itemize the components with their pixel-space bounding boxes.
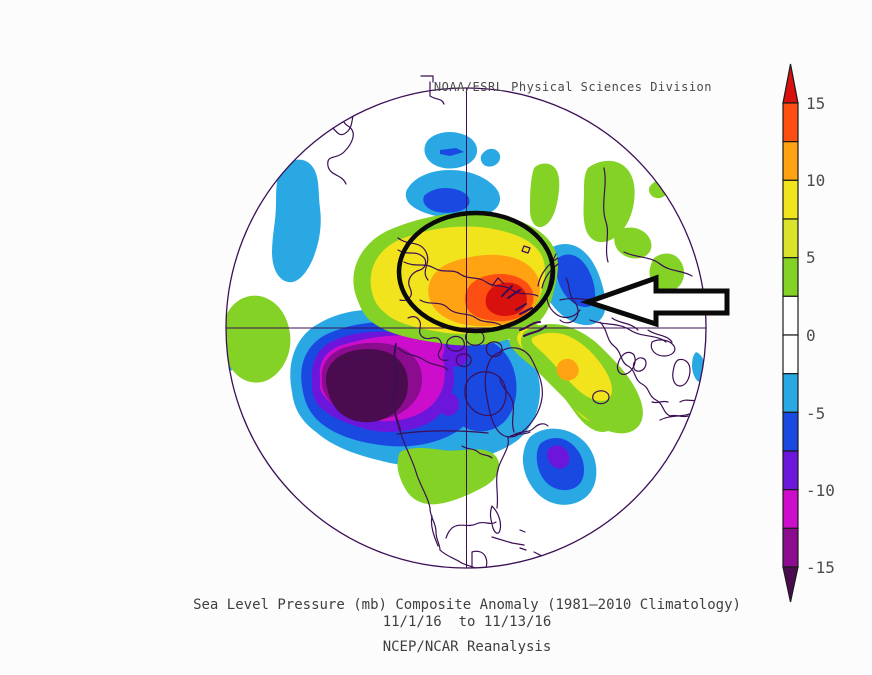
colorbar-segment — [782, 566, 799, 603]
caption-source: NCEP/NCAR Reanalysis — [382, 639, 552, 655]
colorbar-tick-label: -10 — [806, 481, 835, 500]
colorbar-segment — [782, 489, 799, 529]
colorbar-segment — [782, 334, 799, 375]
colorbar-segment — [782, 102, 799, 143]
map-circle — [225, 87, 707, 569]
colorbar-segment — [782, 141, 799, 181]
pacific-negative-anomaly — [290, 309, 540, 466]
coastlines — [325, 95, 701, 568]
colorbar-tick-label: 10 — [806, 171, 825, 190]
atlantic-negative-anomaly — [522, 428, 597, 505]
atlantic-positive-anomaly — [521, 324, 643, 434]
plot-title: NOAA/ESRL Physical Sciences Division — [433, 80, 712, 94]
caption-variable: Sea Level Pressure (mb) Composite Anomal… — [193, 597, 741, 613]
arctic-negative-patches — [405, 132, 501, 219]
ellipse-annotation — [396, 210, 556, 334]
colorbar-tick-label: 5 — [806, 248, 816, 267]
colorbar-segment — [782, 63, 799, 104]
colorbar-segment — [782, 218, 799, 259]
colorbar-segment — [782, 411, 799, 452]
colorbar: 15 10 5 0 -5 -10 -15 — [782, 63, 835, 603]
arrow-annotation — [580, 274, 730, 328]
caption-date-range: 11/1/16 to 11/13/16 — [382, 614, 552, 630]
colorbar-tick-label: -15 — [806, 558, 835, 577]
northwest-pacific-negative-anomaly — [272, 159, 321, 283]
colorbar-segment — [782, 527, 799, 568]
colorbar-segment — [782, 373, 799, 413]
colorbar-segment — [782, 257, 799, 297]
colorbar-segment — [782, 450, 799, 491]
colorbar-tick-label: 0 — [806, 326, 816, 345]
colorbar-segment — [782, 179, 799, 220]
rim-coast-mark — [420, 75, 445, 105]
colorbar-segment — [782, 295, 799, 336]
colorbar-tick-label: -5 — [806, 404, 825, 423]
southwest-positive-anomaly — [226, 295, 291, 383]
colorbar-tick-label: 15 — [806, 94, 825, 113]
